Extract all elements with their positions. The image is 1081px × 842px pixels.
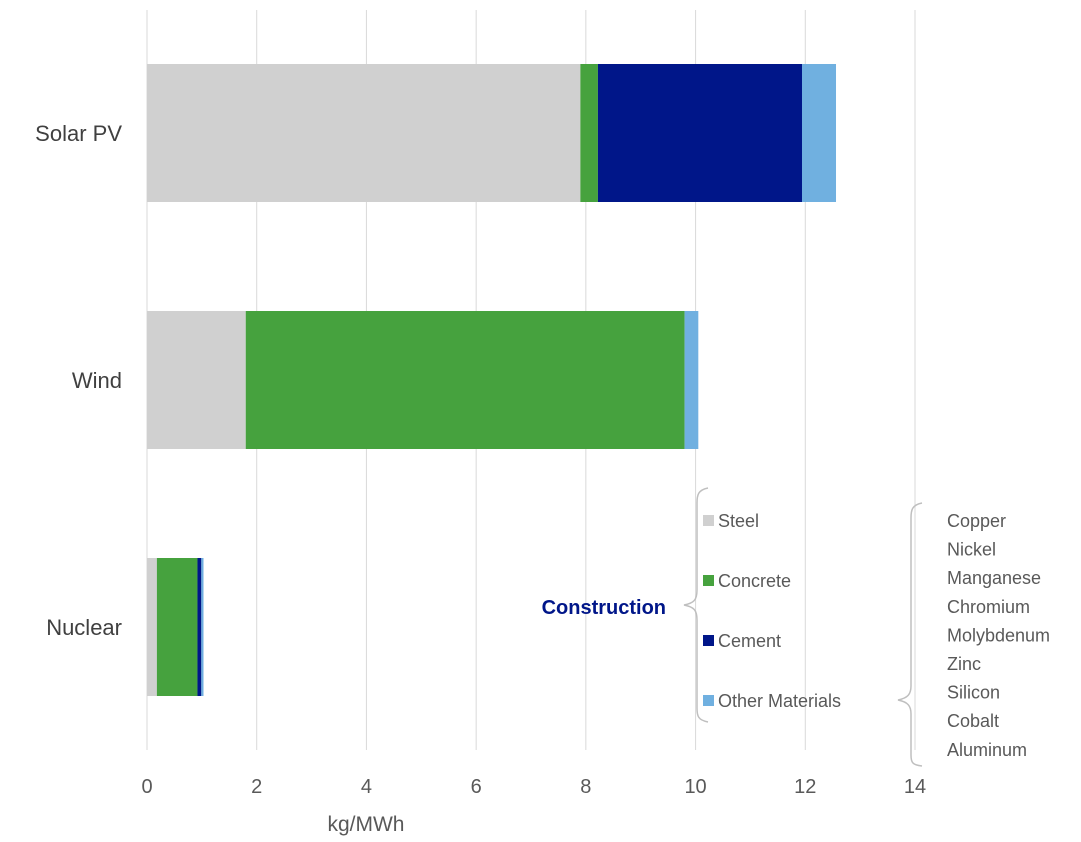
other-material-item: Aluminum	[947, 740, 1027, 760]
bar-segment	[201, 558, 204, 696]
legend-swatch	[703, 515, 714, 526]
bar-segment	[197, 558, 202, 696]
x-tick-label: 8	[580, 776, 591, 798]
x-axis-title: kg/MWh	[327, 813, 404, 836]
legend-swatch	[703, 695, 714, 706]
other-material-item: Copper	[947, 511, 1006, 531]
bar-segment	[801, 64, 837, 202]
x-tick-labels: 0 2 4 6 8 10 12 14	[141, 776, 926, 798]
other-material-item: Cobalt	[947, 711, 999, 731]
bar-segment	[245, 311, 685, 449]
other-material-item: Molybdenum	[947, 625, 1050, 645]
bar-segment	[147, 311, 246, 449]
other-materials-list: Copper Nickel Manganese Chromium Molybdenum Z…	[947, 511, 1050, 760]
bar-segment	[156, 558, 198, 696]
bars	[147, 64, 837, 696]
other-material-item: Zinc	[947, 654, 981, 674]
x-tick-label: 10	[684, 776, 706, 798]
bar-segment	[580, 64, 598, 202]
bar-segment	[684, 311, 699, 449]
other-materials-brace	[897, 502, 923, 767]
legend-swatch	[703, 575, 714, 586]
x-tick-label: 12	[794, 776, 816, 798]
category-labels: Solar PV Wind Nuclear	[35, 121, 122, 640]
x-tick-label: 0	[141, 776, 152, 798]
legend-label: Steel	[718, 511, 759, 531]
x-tick-label: 4	[361, 776, 372, 798]
x-tick-label: 14	[904, 776, 926, 798]
category-label: Solar PV	[35, 121, 122, 146]
category-label: Nuclear	[46, 615, 122, 640]
category-label: Wind	[72, 368, 122, 393]
construction-brace	[683, 487, 709, 723]
legend-label: Cement	[718, 631, 781, 651]
x-tick-label: 6	[471, 776, 482, 798]
bar-segment	[597, 64, 802, 202]
legend-items: Steel Concrete Cement Other Materials	[703, 511, 841, 711]
bar-segment	[147, 558, 157, 696]
other-material-item: Chromium	[947, 597, 1030, 617]
legend-swatch	[703, 635, 714, 646]
x-tick-label: 2	[251, 776, 262, 798]
other-material-item: Manganese	[947, 568, 1041, 588]
bar-segment	[147, 64, 581, 202]
legend-label: Concrete	[718, 571, 791, 591]
other-material-item: Nickel	[947, 540, 996, 560]
legend-group-label: Construction	[542, 597, 666, 619]
other-material-item: Silicon	[947, 683, 1000, 703]
legend: Construction Steel Concrete Cement Other Ma…	[542, 487, 1050, 767]
legend-label: Other Materials	[718, 691, 841, 711]
